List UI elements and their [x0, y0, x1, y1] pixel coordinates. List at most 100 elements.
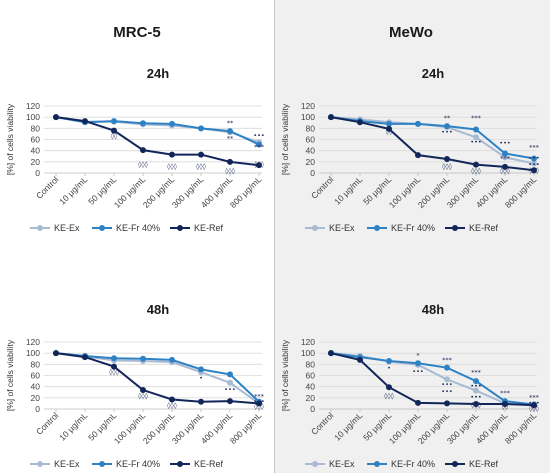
- series-line-ke-ex: [55, 352, 260, 405]
- chart-title: 24h: [422, 66, 444, 81]
- y-axis-label: [%] of cells viability: [280, 103, 290, 175]
- data-point-ke-fr-40: [227, 128, 233, 135]
- significance-marker: ***: [500, 155, 511, 163]
- legend-label-ke-fr-40: KE-Fr 40%: [116, 223, 160, 233]
- significance-marker: ◊◊◊: [471, 401, 481, 409]
- data-point-ke-ref: [357, 356, 363, 363]
- data-point-ke-ref: [531, 167, 537, 174]
- significance-marker: **: [227, 119, 234, 127]
- chart-title: 24h: [147, 66, 169, 81]
- significance-marker: ◊◊◊: [138, 160, 148, 168]
- data-point-ke-fr-40: [473, 378, 479, 385]
- significance-marker: •••: [441, 128, 453, 136]
- legend-marker-ke-ref: [177, 225, 183, 231]
- significance-marker: ***: [471, 114, 482, 122]
- significance-marker: ◊◊: [111, 132, 118, 140]
- significance-marker: •••: [528, 154, 540, 162]
- legend-marker-ke-fr-40: [374, 461, 380, 467]
- legend-label-ke-ref: KE-Ref: [194, 223, 224, 233]
- significance-marker: •: [387, 364, 391, 372]
- y-tick-label: 60: [306, 371, 316, 381]
- series-line-ke-ref: [330, 116, 535, 172]
- x-tick-label: 800 μg/mL: [228, 174, 264, 210]
- data-point-ke-ref: [227, 158, 233, 165]
- data-point-ke-fr-40: [198, 125, 204, 132]
- significance-marker: ***: [254, 392, 265, 400]
- data-point-ke-fr-40: [444, 123, 450, 130]
- data-point-ke-ref: [415, 152, 421, 159]
- x-tick-label: Control: [34, 410, 61, 437]
- data-point-ke-ex: [227, 379, 233, 386]
- y-tick-label: 120: [26, 337, 40, 347]
- legend-marker-ke-ex: [37, 461, 43, 467]
- y-tick-label: 60: [31, 135, 41, 145]
- significance-marker: ***: [529, 394, 540, 402]
- data-point-ke-ref: [357, 119, 363, 126]
- chart-title: 48h: [147, 302, 169, 317]
- y-tick-label: 100: [26, 112, 40, 122]
- chart-title: 48h: [422, 302, 444, 317]
- legend-marker-ke-fr-40: [99, 461, 105, 467]
- y-tick-label: 80: [31, 359, 41, 369]
- significance-marker: ◊◊: [386, 127, 393, 135]
- x-tick-label: Control: [309, 174, 336, 201]
- data-point-ke-fr-40: [415, 360, 421, 367]
- y-tick-label: 80: [31, 123, 41, 133]
- significance-marker: •: [199, 374, 203, 382]
- data-point-ke-fr-40: [111, 355, 117, 362]
- legend-label-ke-ex: KE-Ex: [54, 223, 80, 233]
- y-tick-label: 40: [31, 382, 41, 392]
- significance-marker: ◊◊: [502, 402, 509, 410]
- data-point-ke-ref: [53, 350, 59, 357]
- data-point-ke-ref: [328, 350, 334, 357]
- data-point-ke-ref: [256, 400, 262, 407]
- significance-marker: ◊◊◊: [167, 401, 177, 409]
- significance-marker: ◊◊◊: [109, 368, 119, 376]
- data-point-ke-ref: [53, 114, 59, 121]
- series-line-ke-fr-40: [330, 116, 535, 160]
- significance-marker: ***: [254, 143, 265, 151]
- significance-marker: •••: [441, 381, 453, 389]
- significance-marker: ***: [529, 144, 540, 152]
- legend-label-ke-ref: KE-Ref: [469, 223, 499, 233]
- data-point-ke-fr-40: [386, 357, 392, 364]
- legend-label-ke-fr-40: KE-Fr 40%: [116, 459, 160, 469]
- significance-marker: ***: [471, 368, 482, 376]
- data-point-ke-ref: [169, 151, 175, 158]
- data-point-ke-fr-40: [140, 355, 146, 362]
- significance-marker: ◊◊◊: [384, 392, 394, 400]
- significance-marker: ◊◊◊: [138, 392, 148, 400]
- legend-label-ke-ex: KE-Ex: [329, 459, 355, 469]
- significance-marker: •••: [412, 367, 424, 375]
- legend-marker-ke-ref: [452, 461, 458, 467]
- data-point-ke-ref: [444, 156, 450, 163]
- data-point-ke-ref: [415, 399, 421, 406]
- significance-marker: ◊◊◊: [442, 163, 452, 171]
- data-point-ke-ref: [140, 147, 146, 154]
- data-point-ke-fr-40: [256, 141, 262, 148]
- significance-marker: **: [444, 114, 451, 122]
- x-tick-label: 800 μg/mL: [228, 410, 264, 446]
- data-point-ke-ref: [473, 161, 479, 168]
- y-tick-label: 0: [35, 168, 40, 178]
- significance-marker: ◊◊◊: [254, 402, 264, 410]
- mewo-panel-background: [274, 0, 550, 473]
- y-tick-label: 0: [310, 168, 315, 178]
- data-point-ke-ref: [82, 118, 88, 125]
- y-axis-label: [%] of cells viability: [5, 103, 15, 175]
- data-point-ke-ref: [444, 400, 450, 407]
- significance-marker: ◊◊◊: [254, 160, 264, 168]
- y-axis-label: [%] of cells viability: [280, 339, 290, 411]
- data-point-ke-ref: [82, 354, 88, 361]
- x-tick-label: 800 μg/mL: [503, 410, 539, 446]
- x-tick-label: Control: [309, 410, 336, 437]
- y-tick-label: 20: [31, 157, 41, 167]
- y-tick-label: 80: [306, 123, 316, 133]
- significance-marker: ◊◊◊: [529, 405, 539, 413]
- data-point-ke-ref: [328, 114, 334, 121]
- y-tick-label: 40: [306, 382, 316, 392]
- significance-marker: ◊◊◊: [225, 167, 235, 175]
- legend-marker-ke-fr-40: [99, 225, 105, 231]
- significance-marker: •••: [528, 399, 540, 407]
